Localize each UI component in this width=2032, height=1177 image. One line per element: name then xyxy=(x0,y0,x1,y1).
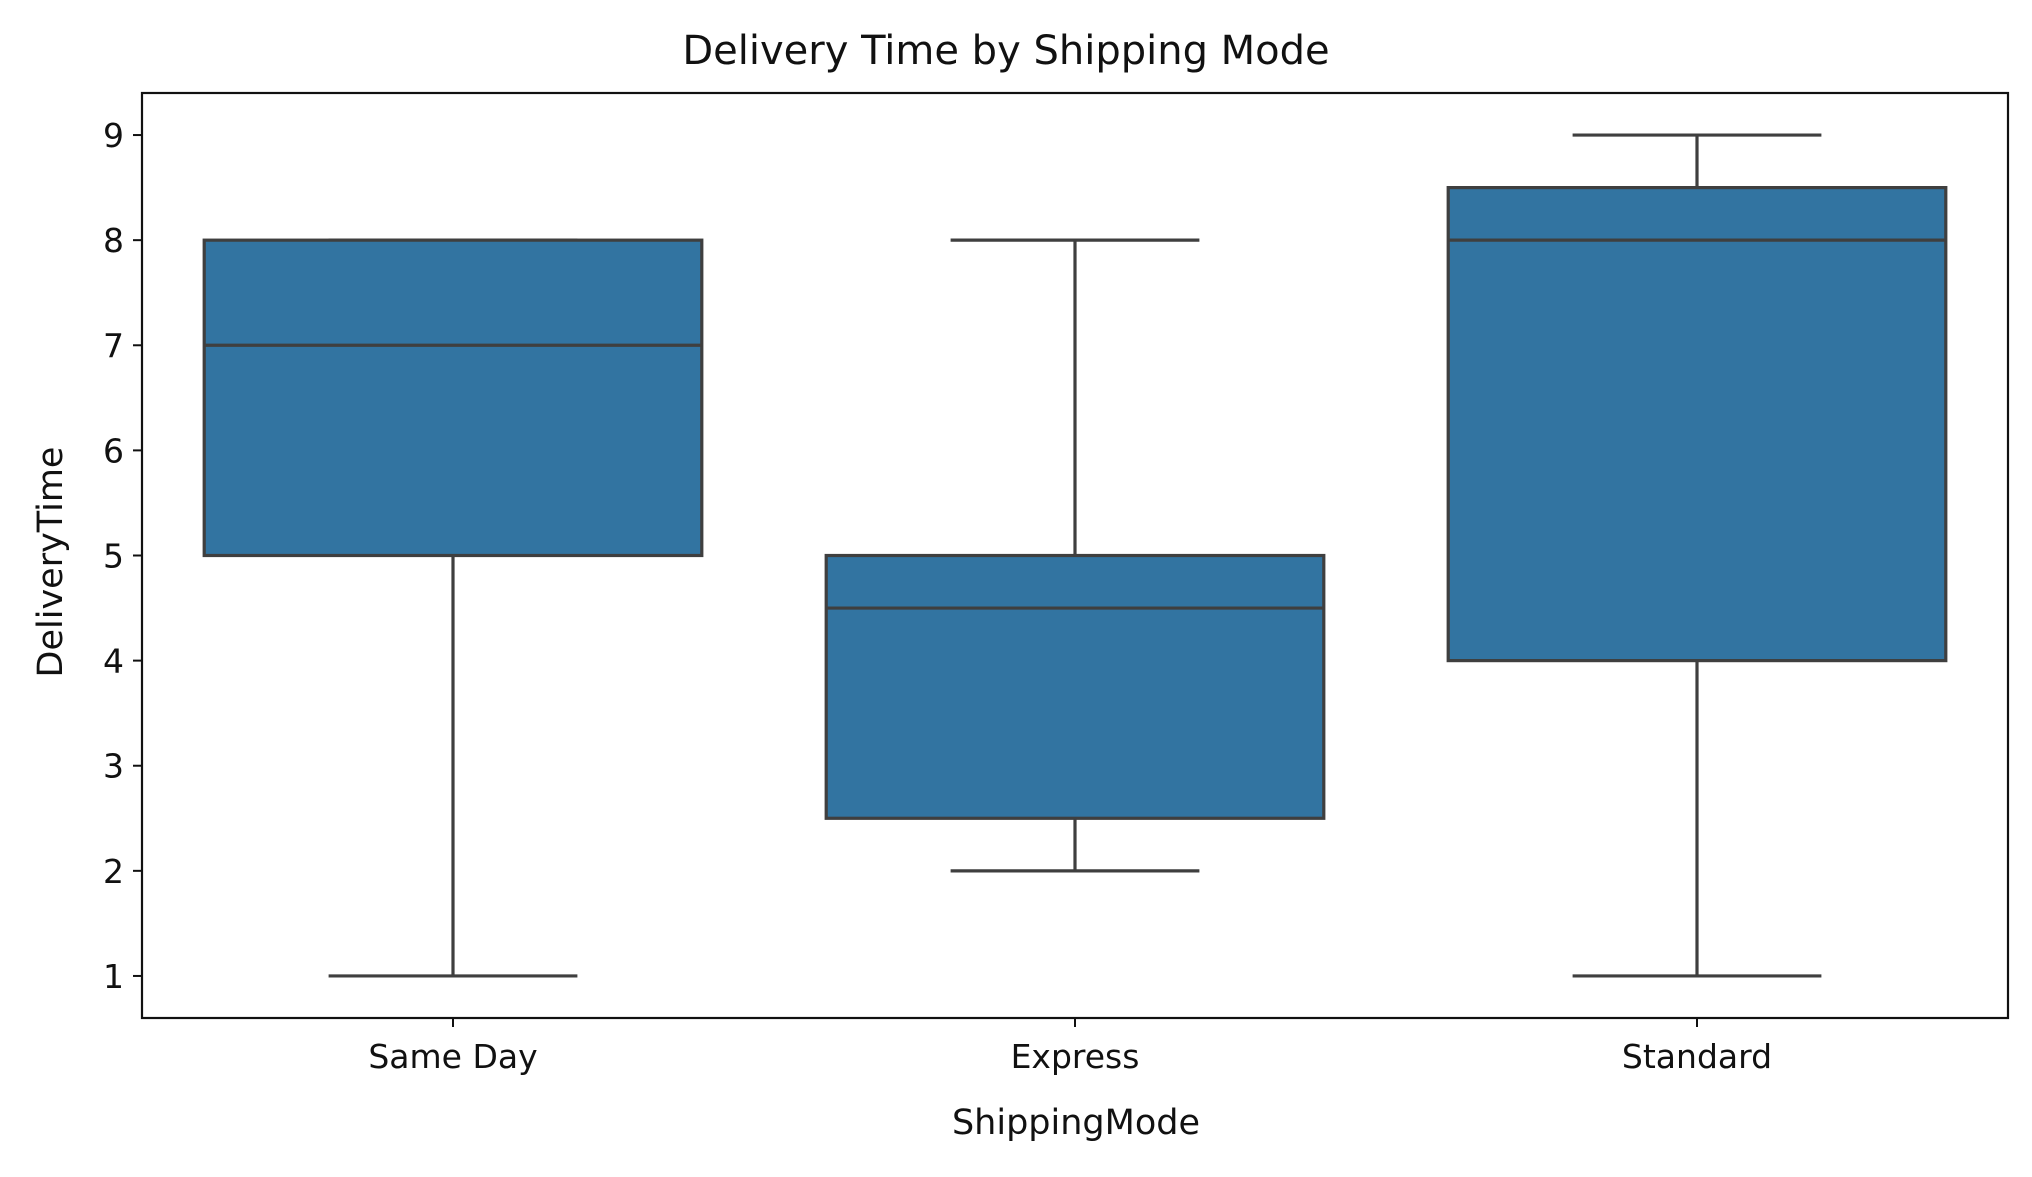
box-group xyxy=(1446,133,1948,978)
y-tick-label: 1 xyxy=(103,957,124,996)
x-tick-label: Same Day xyxy=(368,1037,537,1076)
iqr-box xyxy=(1446,186,1948,663)
y-tick-label: 6 xyxy=(103,431,124,470)
axis-ticks: 1 2 3 4 5 6 7 8 9 Same Day Express Standard xyxy=(103,116,1772,1076)
x-tick-label: Express xyxy=(1011,1037,1140,1076)
y-tick-label: 8 xyxy=(103,221,124,260)
plot-frame xyxy=(140,91,2010,1020)
iqr-box xyxy=(202,238,704,558)
y-tick-label: 4 xyxy=(103,642,124,681)
chart-title: Delivery Time by Shipping Mode xyxy=(682,28,1329,74)
iqr-box xyxy=(824,553,1326,820)
box-group xyxy=(824,238,1326,873)
y-axis-label: DeliveryTime xyxy=(31,447,71,678)
x-tick-label: Standard xyxy=(1622,1037,1772,1076)
y-tick-label: 3 xyxy=(103,747,124,786)
box-group xyxy=(202,238,704,978)
y-tick-label: 2 xyxy=(103,852,124,891)
y-tick-label: 5 xyxy=(103,537,124,576)
x-axis-label: ShippingMode xyxy=(952,1103,1200,1143)
y-tick-label: 9 xyxy=(103,116,124,155)
boxes xyxy=(202,133,1948,978)
y-tick-label: 7 xyxy=(103,326,124,365)
